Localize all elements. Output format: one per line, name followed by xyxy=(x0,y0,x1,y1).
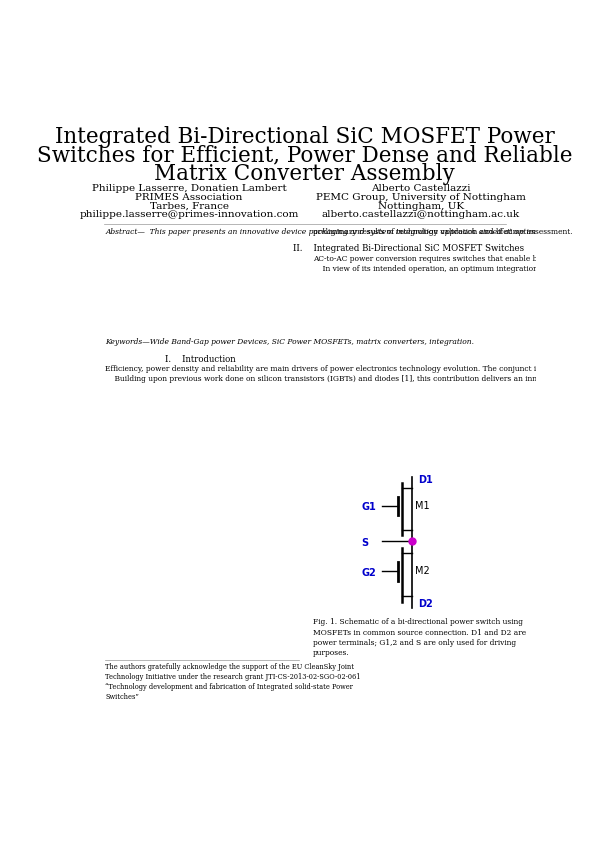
Text: M2: M2 xyxy=(415,567,430,576)
Text: Keywords—Wide Band-Gap power Devices, SiC Power MOSFETs, matrix converters, inte: Keywords—Wide Band-Gap power Devices, Si… xyxy=(105,338,474,346)
Text: Integrated Bi-Directional SiC MOSFET Power: Integrated Bi-Directional SiC MOSFET Pow… xyxy=(55,125,555,147)
Text: Switches for Efficient, Power Dense and Reliable: Switches for Efficient, Power Dense and … xyxy=(37,144,572,166)
Text: II.    Integrated Bi-Directional SiC MOSFET Switches: II. Integrated Bi-Directional SiC MOSFET… xyxy=(293,244,524,253)
Text: G1: G1 xyxy=(361,503,376,513)
Text: Alberto Castellazzi: Alberto Castellazzi xyxy=(371,184,471,193)
Text: Tarbes, France: Tarbes, France xyxy=(149,202,228,210)
Text: PRIMES Association: PRIMES Association xyxy=(136,194,243,202)
Text: The authors gratefully acknowledge the support of the EU CleanSky Joint
Technolo: The authors gratefully acknowledge the s… xyxy=(105,663,361,701)
Text: I.    Introduction: I. Introduction xyxy=(165,355,236,364)
Text: philippe.lasserre@primes-innovation.com: philippe.lasserre@primes-innovation.com xyxy=(79,210,299,220)
Text: preliminary results of technology validation and lifetime assessment.: preliminary results of technology valida… xyxy=(313,228,572,236)
Text: G2: G2 xyxy=(361,568,376,578)
Text: Fig. 1. Schematic of a bi-directional power switch using
MOSFETs in common sourc: Fig. 1. Schematic of a bi-directional po… xyxy=(313,619,526,658)
Text: Matrix Converter Assembly: Matrix Converter Assembly xyxy=(154,163,455,184)
Text: PEMC Group, University of Nottingham: PEMC Group, University of Nottingham xyxy=(316,194,526,202)
Text: alberto.castellazzi@nottingham.ac.uk: alberto.castellazzi@nottingham.ac.uk xyxy=(322,210,520,220)
Text: M1: M1 xyxy=(415,501,430,511)
Text: D1: D1 xyxy=(418,475,433,485)
Text: Abstract—  This paper presents an innovative device packaging and system integra: Abstract— This paper presents an innovat… xyxy=(105,228,595,236)
Text: D2: D2 xyxy=(418,600,433,610)
Text: Philippe Lasserre, Donatien Lambert: Philippe Lasserre, Donatien Lambert xyxy=(92,184,286,193)
Text: AC-to-AC power conversion requires switches that enable bi-directional (BD) curr: AC-to-AC power conversion requires switc… xyxy=(313,255,595,274)
Text: Nottingham, UK: Nottingham, UK xyxy=(378,202,464,210)
Text: S: S xyxy=(361,538,368,548)
Text: Efficiency, power density and reliability are main drivers of power electronics : Efficiency, power density and reliabilit… xyxy=(105,365,595,383)
